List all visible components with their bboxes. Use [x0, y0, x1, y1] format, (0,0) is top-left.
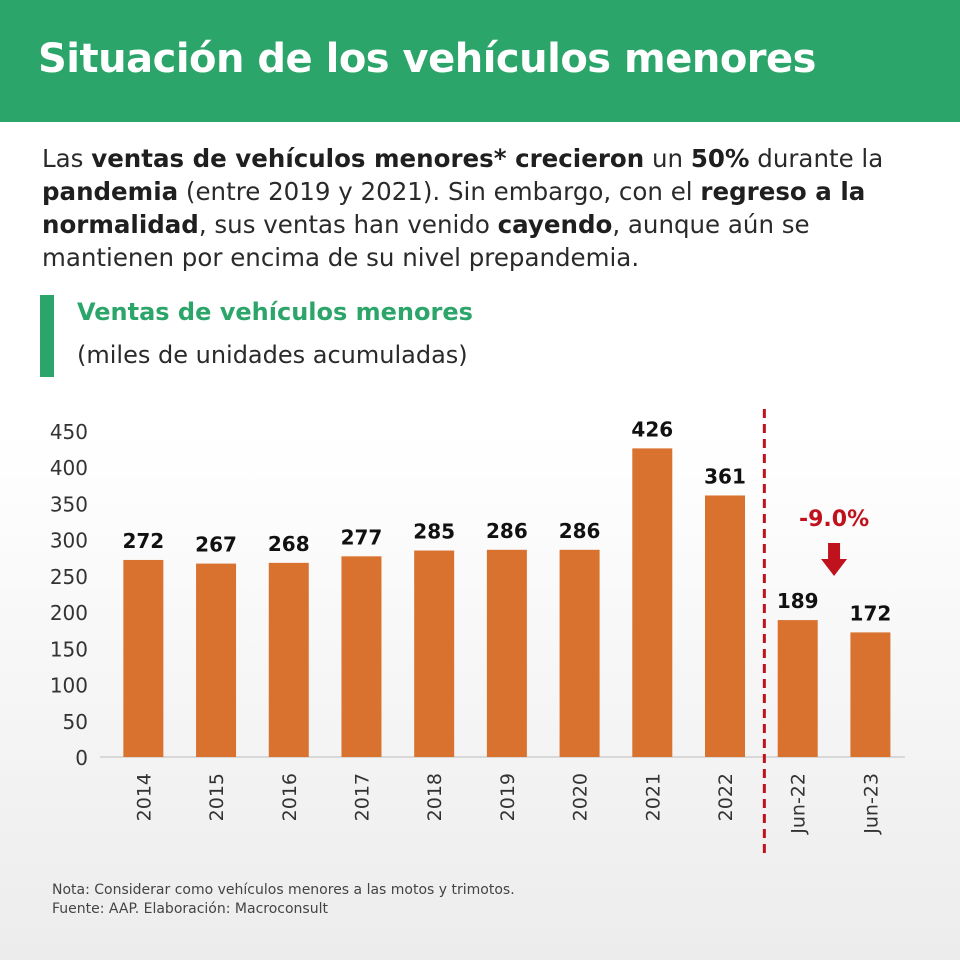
data-label: 286: [559, 519, 601, 543]
data-label: 426: [631, 417, 673, 441]
x-tick-label: Jun-23: [860, 773, 882, 835]
bar: [705, 495, 746, 757]
bar: [559, 549, 600, 757]
x-tick-label: 2014: [133, 773, 155, 821]
x-tick-label: Jun-22: [788, 773, 810, 835]
data-label: 361: [704, 464, 746, 488]
data-label: 272: [122, 529, 164, 553]
title-accent-bar: [40, 295, 54, 377]
y-tick-label: 100: [50, 674, 88, 698]
bar: [123, 559, 164, 757]
bar: [486, 549, 527, 757]
footnote-note: Nota: Considerar como vehículos menores …: [52, 882, 515, 898]
bar: [268, 562, 309, 757]
x-tick-label: 2017: [351, 773, 373, 821]
y-tick-label: 300: [50, 529, 88, 553]
chart-title: Ventas de vehículos menores: [77, 298, 473, 326]
arrow-down-icon: [821, 543, 848, 576]
y-tick-label: 150: [50, 637, 88, 661]
y-tick-label: 50: [63, 710, 88, 734]
data-label: 286: [486, 519, 528, 543]
x-tick-label: 2018: [424, 773, 446, 821]
footnote-source: Fuente: AAP. Elaboración: Macroconsult: [52, 901, 328, 917]
bar: [414, 550, 455, 757]
intro-text: (entre 2019 y 2021). Sin embargo, con el: [178, 177, 701, 206]
y-tick-label: 450: [50, 420, 88, 444]
data-label: 268: [268, 532, 310, 556]
header-banner: Situación de los vehículos menores: [0, 0, 960, 122]
y-tick-label: 0: [75, 746, 88, 770]
intro-emphasis: 50%: [690, 144, 750, 173]
y-tick-label: 350: [50, 492, 88, 516]
x-tick-label: 2016: [279, 773, 301, 821]
page-title: Situación de los vehículos menores: [38, 36, 816, 82]
data-label: 172: [850, 601, 892, 625]
intro-text: , sus ventas han venido: [198, 210, 498, 239]
y-tick-label: 200: [50, 601, 88, 625]
x-tick-label: 2020: [570, 773, 592, 821]
change-annotation: -9.0%: [799, 507, 869, 532]
intro-emphasis: regreso a la normalidad: [42, 177, 866, 239]
bar: [850, 632, 891, 757]
intro-emphasis: cayendo: [497, 210, 613, 239]
y-tick-label: 400: [50, 456, 88, 480]
intro-emphasis: pandemia: [42, 177, 179, 206]
intro-paragraph: Las ventas de vehículos menores* crecier…: [42, 142, 932, 274]
chart-subtitle: (miles de unidades acumuladas): [77, 341, 468, 369]
data-label: 267: [195, 533, 237, 557]
bar: [777, 620, 818, 757]
bar: [341, 556, 382, 757]
x-tick-label: 2021: [642, 773, 664, 821]
footnote: Nota: Considerar como vehículos menores …: [52, 881, 515, 919]
data-label: 285: [413, 520, 455, 544]
intro-emphasis: ventas de vehículos menores* crecieron: [91, 144, 645, 173]
data-label: 189: [777, 589, 819, 613]
intro-text: , aunque aún se mantienen por encima de …: [42, 210, 810, 272]
x-tick-label: 2022: [715, 773, 737, 821]
x-tick-label: 2015: [206, 773, 228, 821]
intro-text: durante la: [749, 144, 884, 173]
data-label: 277: [341, 525, 383, 549]
y-tick-label: 250: [50, 565, 88, 589]
bar: [632, 448, 673, 757]
bar-chart: 0 50 100 150 200 250 300 350 400 450 272 2014 267 201…: [50, 409, 905, 857]
x-tick-label: 2019: [497, 773, 519, 821]
bar: [196, 563, 237, 757]
intro-text: un: [644, 144, 691, 173]
intro-text: Las: [42, 144, 92, 173]
